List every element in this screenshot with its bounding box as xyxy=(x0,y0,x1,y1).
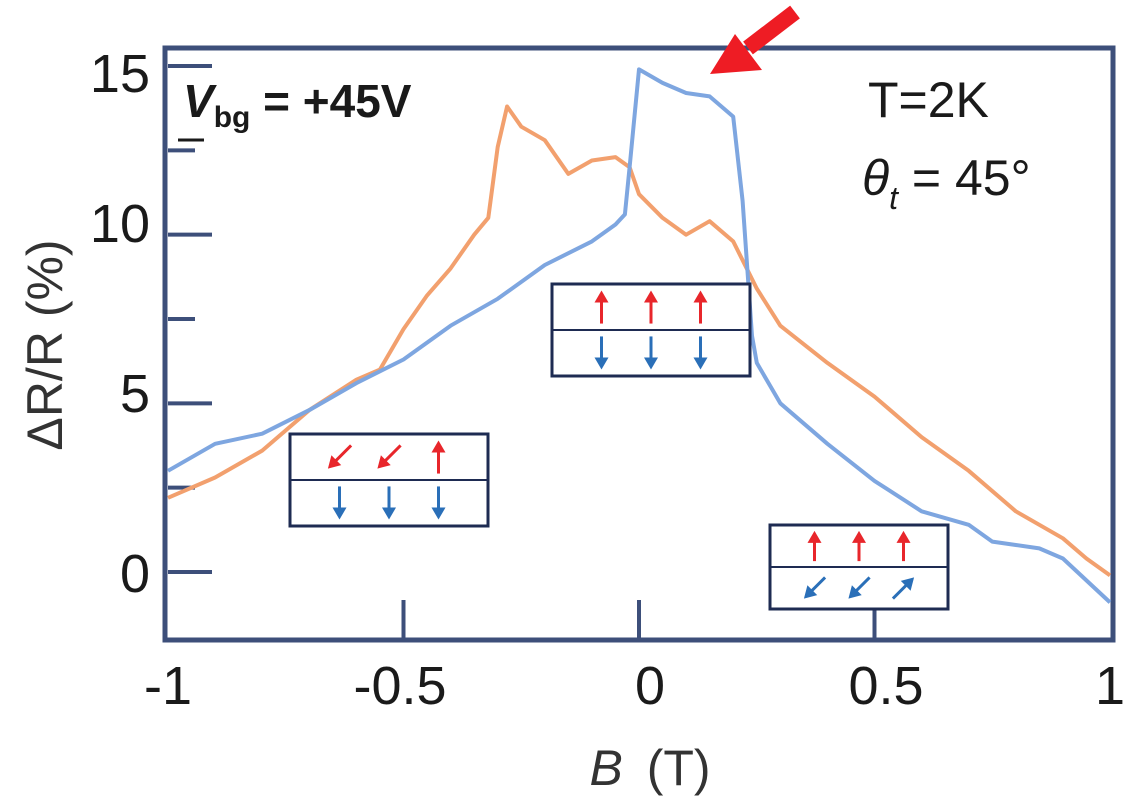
spin-insets xyxy=(288,282,950,611)
inset-antiparallel xyxy=(288,432,490,528)
vbg-annotation: Vbg = +45V xyxy=(183,75,412,134)
inset-canted-middle xyxy=(550,282,752,378)
spin-arrowhead-icon xyxy=(644,290,658,303)
series-line-0 xyxy=(167,104,1112,578)
spin-arrowhead-icon xyxy=(377,455,391,469)
spin-arrowhead-icon xyxy=(693,357,708,370)
spin-arrowhead-icon xyxy=(900,577,915,591)
spin-arrowhead-icon xyxy=(848,585,862,599)
red-pointer-arrow-icon xyxy=(710,5,800,74)
y-axis-title: ΔR/R (%) xyxy=(17,239,73,450)
spin-arrowhead-icon xyxy=(644,357,658,370)
x-tick-label-1: 1 xyxy=(1095,656,1125,716)
y-tick-label-15: 15 xyxy=(90,44,150,104)
y-tick-label-0: 0 xyxy=(120,544,150,604)
theta-annotation: θt = 45° xyxy=(862,150,1031,216)
y-tick-label-10: 10 xyxy=(90,194,150,254)
spin-arrowhead-icon xyxy=(594,357,609,370)
spin-arrowhead-icon xyxy=(693,290,708,303)
y-tick-label-5: 5 xyxy=(120,364,150,424)
spin-arrowhead-icon xyxy=(327,455,342,469)
x-tick-label-05: 0.5 xyxy=(848,656,923,716)
spin-arrowhead-icon xyxy=(431,507,446,520)
x-tick-label-0: 0 xyxy=(635,656,665,716)
temperature-annotation: T=2K xyxy=(868,72,989,128)
y-tick-labels: 0 5 10 15 xyxy=(90,44,150,604)
x-tick-label-neg1: -1 xyxy=(144,656,192,716)
x-tick-labels: -1 -0.5 0 0.5 1 xyxy=(144,656,1125,716)
inset-aligned-right xyxy=(768,523,950,611)
x-axis-title: B (T) xyxy=(589,740,710,796)
spin-arrowhead-icon xyxy=(896,530,911,543)
plot-frame xyxy=(162,45,1116,643)
spin-arrowhead-icon xyxy=(594,290,609,303)
spin-arrowhead-icon xyxy=(803,585,818,599)
x-tick-label-neg05: -0.5 xyxy=(353,656,446,716)
series-line-1 xyxy=(167,67,1112,604)
spin-arrowhead-icon xyxy=(382,507,396,520)
spin-arrowhead-icon xyxy=(852,530,866,543)
spin-arrowhead-icon xyxy=(332,507,347,520)
data-series xyxy=(167,67,1112,604)
spin-arrowhead-icon xyxy=(431,440,446,453)
spin-arrowhead-icon xyxy=(807,530,822,543)
